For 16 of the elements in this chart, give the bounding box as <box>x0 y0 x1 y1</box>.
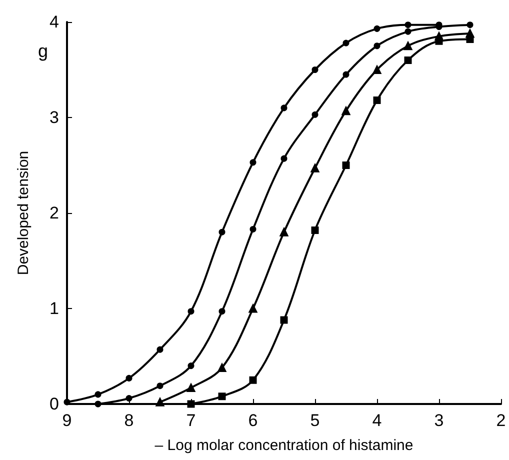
x-tick-label: 8 <box>124 411 134 430</box>
y-tick-label: 2 <box>50 204 59 222</box>
y-tick-label: 0 <box>50 394 59 414</box>
x-tick-label: 9 <box>62 411 72 430</box>
y-tick-label: 1 <box>50 299 59 318</box>
y-tick-label: 3 <box>50 108 59 127</box>
x-tick-label: 2 <box>496 411 506 430</box>
x-tick-label: 5 <box>310 411 320 430</box>
text: g <box>38 41 48 61</box>
x-tick-label: 4 <box>372 411 382 430</box>
y-axis-title: Developed tension <box>15 150 32 276</box>
y-tick-label: 4 <box>50 12 59 32</box>
x-tick-label: 7 <box>186 411 196 430</box>
x-axis-title: – Log molar concentration of histamine <box>154 437 414 454</box>
x-tick-label: 3 <box>434 411 444 430</box>
x-tick-label: 6 <box>248 411 258 430</box>
